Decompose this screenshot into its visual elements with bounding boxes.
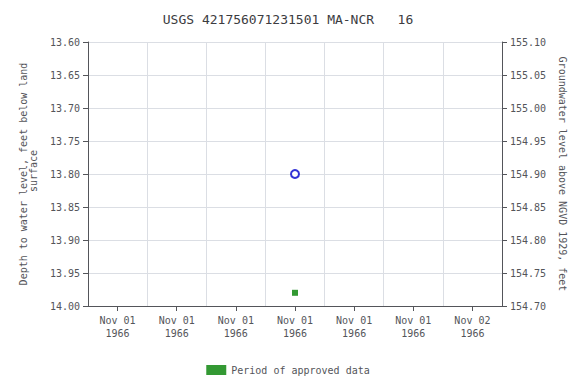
svg-text:Nov 02: Nov 02 — [454, 315, 490, 326]
svg-text:154.90: 154.90 — [510, 169, 546, 180]
svg-text:Nov 01: Nov 01 — [277, 315, 313, 326]
svg-text:154.70: 154.70 — [510, 301, 546, 312]
svg-text:Nov 01: Nov 01 — [159, 315, 195, 326]
svg-text:surface: surface — [28, 150, 39, 198]
svg-text:1966: 1966 — [342, 328, 366, 339]
svg-text:13.90: 13.90 — [50, 235, 80, 246]
svg-text:14.00: 14.00 — [50, 301, 80, 312]
svg-text:13.80: 13.80 — [50, 169, 80, 180]
svg-text:1966: 1966 — [401, 328, 425, 339]
svg-text:154.85: 154.85 — [510, 202, 546, 213]
svg-text:155.10: 155.10 — [510, 37, 546, 48]
svg-text:Depth to water level, feet bel: Depth to water level, feet below land — [18, 62, 30, 286]
svg-text:154.80: 154.80 — [510, 235, 546, 246]
svg-text:1966: 1966 — [283, 328, 307, 339]
svg-text:1966: 1966 — [165, 328, 189, 339]
svg-text:Nov 01: Nov 01 — [100, 315, 136, 326]
svg-text:1966: 1966 — [106, 328, 130, 339]
svg-text:13.85: 13.85 — [50, 202, 80, 213]
svg-text:155.05: 155.05 — [510, 70, 546, 81]
svg-text:13.65: 13.65 — [50, 70, 80, 81]
svg-text:1966: 1966 — [224, 328, 248, 339]
svg-text:USGS 421756071231501 MA-NCR: USGS 421756071231501 MA-NCR 16 — [163, 12, 413, 27]
svg-text:Nov 01: Nov 01 — [395, 315, 431, 326]
svg-text:Nov 01: Nov 01 — [218, 315, 254, 326]
svg-text:13.95: 13.95 — [50, 268, 80, 279]
svg-text:13.70: 13.70 — [50, 103, 80, 114]
svg-text:155.00: 155.00 — [510, 103, 546, 114]
svg-text:Period of approved data: Period of approved data — [231, 365, 369, 376]
svg-text:13.60: 13.60 — [50, 37, 80, 48]
svg-text:1966: 1966 — [460, 328, 484, 339]
svg-text:13.75: 13.75 — [50, 136, 80, 147]
svg-text:Groundwater level above NGVD 1: Groundwater level above NGVD 1929, feet — [557, 57, 568, 292]
svg-text:154.95: 154.95 — [510, 136, 546, 147]
svg-text:154.75: 154.75 — [510, 268, 546, 279]
svg-text:Nov 01: Nov 01 — [336, 315, 372, 326]
